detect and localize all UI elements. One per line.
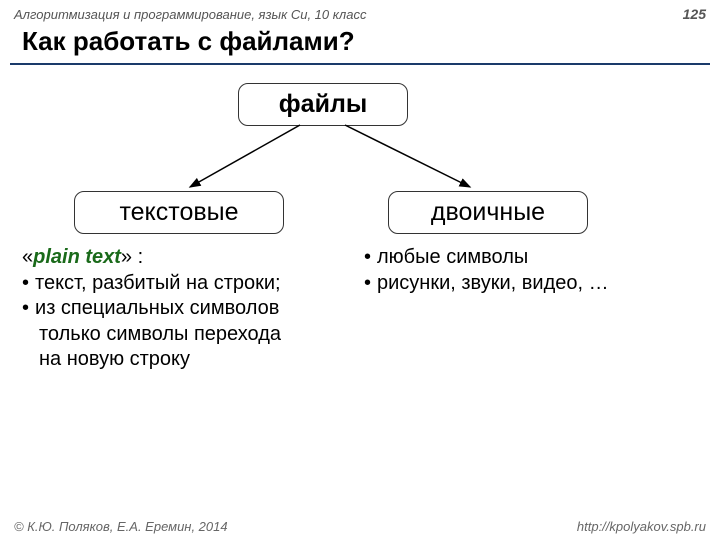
- list-continuation: на новую строку: [22, 347, 364, 373]
- right-column: •любые символы •рисунки, звуки, видео, …: [364, 245, 706, 373]
- page-number: 125: [683, 6, 706, 22]
- list-text: рисунки, звуки, видео, …: [377, 271, 609, 297]
- bullet-icon: •: [364, 245, 371, 271]
- list-item: •текст, разбитый на строки;: [22, 271, 364, 297]
- copyright: © К.Ю. Поляков, Е.А. Еремин, 2014: [14, 519, 228, 534]
- list-item: •из специальных символов: [22, 296, 364, 322]
- list-text: текст, разбитый на строки;: [35, 271, 281, 297]
- plain-text-label: plain text: [33, 246, 121, 268]
- bullet-icon: •: [364, 271, 371, 297]
- slide-footer: © К.Ю. Поляков, Е.А. Еремин, 2014 http:/…: [0, 519, 720, 534]
- list-text: любые символы: [377, 245, 528, 271]
- quote-close: » :: [121, 246, 143, 268]
- lists-row: «plain text» : •текст, разбитый на строк…: [22, 245, 706, 373]
- bullet-icon: •: [22, 271, 29, 297]
- quote-open: «: [22, 246, 33, 268]
- title-divider: [10, 63, 710, 65]
- plain-text-line: «plain text» :: [22, 245, 364, 271]
- page-title: Как работать с файлами?: [0, 22, 720, 63]
- left-box: текстовые: [74, 191, 284, 234]
- course-label: Алгоритмизация и программирование, язык …: [14, 7, 366, 22]
- list-item: •любые символы: [364, 245, 706, 271]
- list-text: из специальных символов: [35, 296, 279, 322]
- left-column: «plain text» : •текст, разбитый на строк…: [22, 245, 364, 373]
- footer-url: http://kpolyakov.spb.ru: [577, 519, 706, 534]
- slide-header: Алгоритмизация и программирование, язык …: [0, 0, 720, 22]
- list-item: •рисунки, звуки, видео, …: [364, 271, 706, 297]
- bullet-icon: •: [22, 296, 29, 322]
- list-continuation: только символы перехода: [22, 322, 364, 348]
- root-box: файлы: [238, 83, 408, 126]
- right-box: двоичные: [388, 191, 588, 234]
